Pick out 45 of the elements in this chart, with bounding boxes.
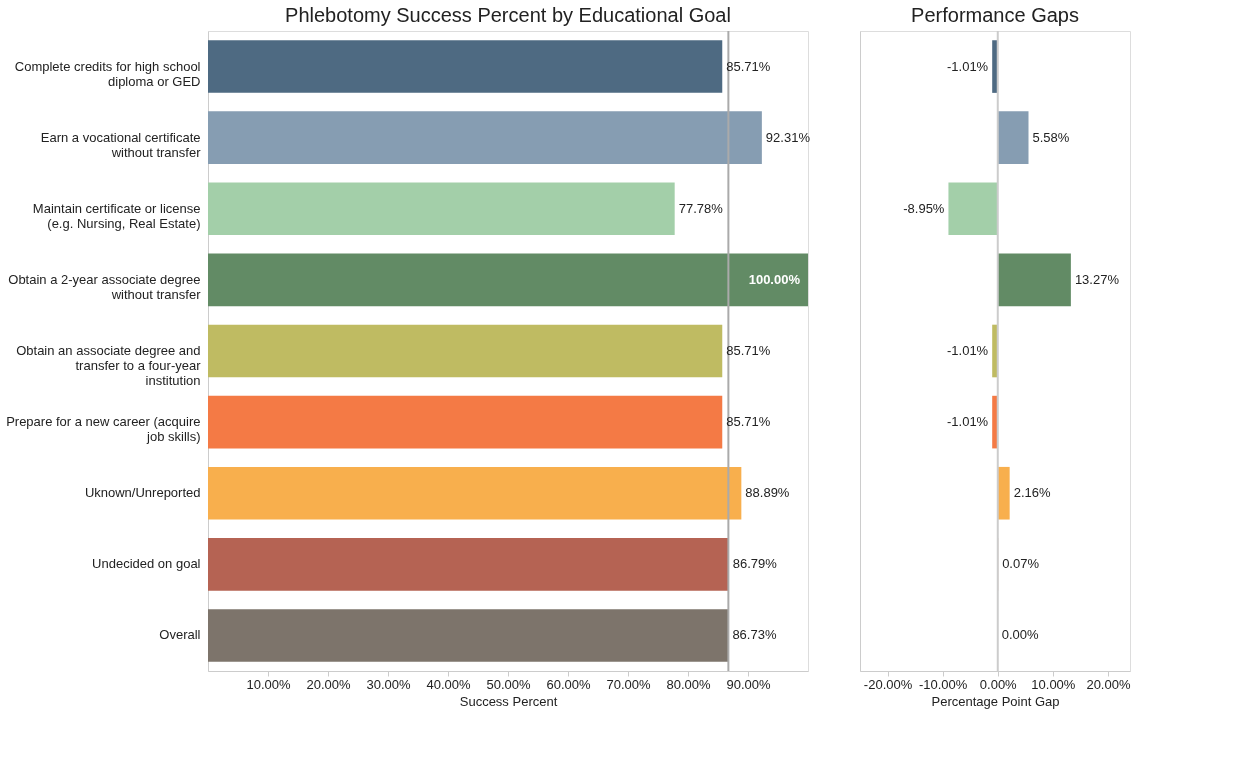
y-tick-label: Prepare for a new career (acquire job skills) (6, 414, 201, 445)
x-tick-label: 90.00% (726, 676, 771, 692)
y-tick-label: Obtain an associate degree and transfer to a four-year institution (16, 343, 202, 388)
x-tick-label: 50.00% (486, 676, 531, 692)
x-tick-label: 60.00% (546, 676, 591, 692)
x-tick-label: 20.00% (306, 676, 351, 692)
x-tick-label: 20.00% (1086, 676, 1131, 692)
data-label: 0.00% (1001, 627, 1040, 643)
data-label: 85.71% (726, 414, 771, 430)
data-label: 100.00% (748, 271, 801, 287)
data-label: 13.27% (1074, 271, 1120, 287)
x-tick-label: 80.00% (666, 676, 711, 692)
data-label: 0.07% (1002, 556, 1040, 572)
data-label: 85.71% (726, 58, 771, 74)
y-tick-label: Maintain certificate or license (e.g. Nursing, Real Estate) (32, 200, 201, 231)
y-tick-label: Uknown/Unreported (84, 485, 201, 501)
data-label: 92.31% (765, 129, 811, 145)
data-label: -1.01% (946, 58, 989, 74)
data-label: 2.16% (1013, 485, 1051, 501)
x-axis-title: Success Percent (459, 693, 558, 709)
data-label: 88.89% (745, 485, 790, 501)
data-label: -1.01% (946, 343, 989, 358)
data-label: 85.71% (726, 343, 771, 358)
x-axis-title: Percentage Point Gap (931, 693, 1060, 709)
y-tick-label: Obtain a 2-year associate degree without transfer (8, 271, 202, 302)
x-tick-label: 0.00% (979, 676, 1018, 692)
y-tick-label: Undecided on goal (92, 556, 201, 572)
chart-title: Performance Gaps (911, 4, 1079, 26)
data-label: 77.78% (678, 200, 724, 216)
data-label: 5.58% (1032, 129, 1070, 145)
chart-title: Phlebotomy Success Percent by Educational Goal (285, 4, 731, 26)
y-tick-label: Overall (159, 627, 201, 643)
data-label: -1.01% (946, 414, 989, 430)
data-label: 86.73% (732, 627, 777, 643)
x-tick-label: -10.00% (918, 676, 968, 692)
x-tick-label: 30.00% (366, 676, 411, 692)
x-tick-label: 10.00% (246, 676, 291, 692)
x-tick-label: 40.00% (426, 676, 471, 692)
x-tick-label: -20.00% (863, 676, 913, 692)
y-tick-label: Complete credits for high school diploma or GED (14, 58, 201, 89)
data-label: -8.95% (903, 200, 945, 216)
y-tick-label: Earn a vocational certificate without transfer (40, 129, 202, 160)
x-tick-label: 10.00% (1031, 676, 1076, 692)
x-tick-label: 70.00% (606, 676, 651, 692)
data-label: 86.79% (732, 556, 778, 572)
